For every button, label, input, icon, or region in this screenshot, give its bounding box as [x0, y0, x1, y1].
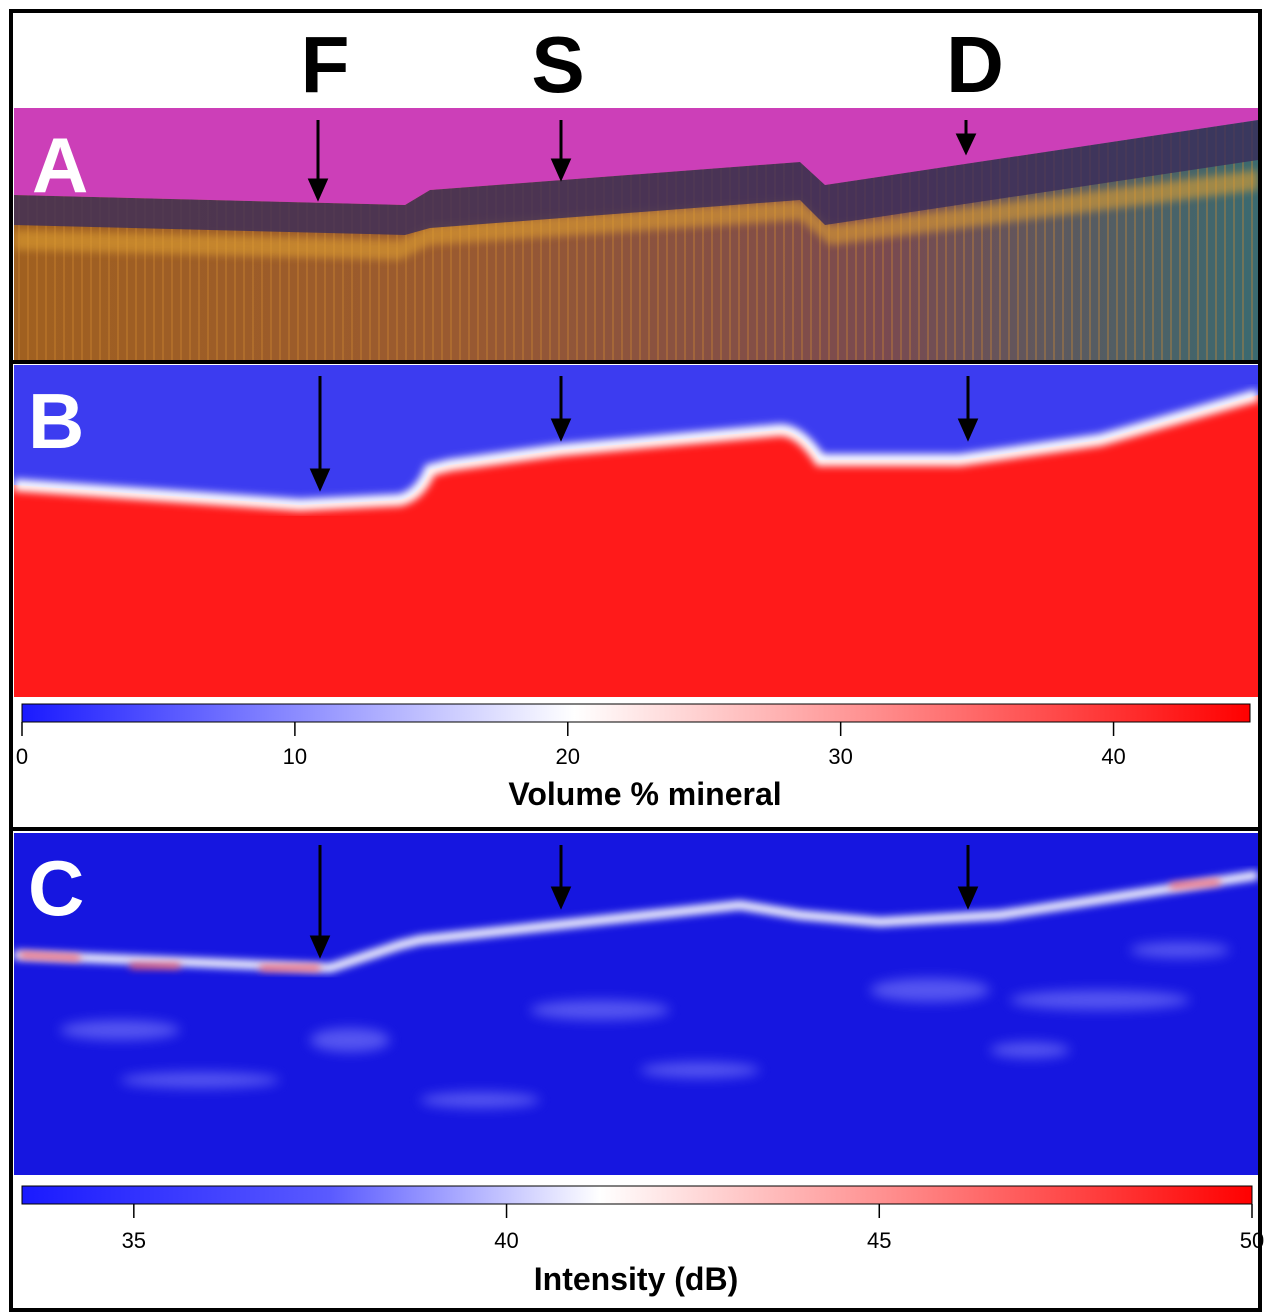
tick-label: 30 [828, 744, 852, 769]
tick-label: 40 [1101, 744, 1125, 769]
panel-a-image [14, 108, 1258, 360]
tick-label: 50 [1240, 1228, 1264, 1253]
column-label: S [531, 20, 584, 109]
colorbar-title: Volume % mineral [508, 776, 781, 812]
panel-label: A [32, 121, 88, 209]
colorbar [21, 703, 1251, 723]
tick-label: 0 [16, 744, 28, 769]
column-label: F [301, 20, 350, 109]
column-label: D [946, 20, 1004, 109]
tick-label: 40 [494, 1228, 518, 1253]
tick-label: 10 [283, 744, 307, 769]
tick-label: 20 [556, 744, 580, 769]
colorbar [21, 1185, 1253, 1205]
panel-c-image [14, 833, 1258, 1175]
panel-label: C [28, 844, 84, 932]
arrows [307, 120, 979, 959]
panel-b-image [14, 365, 1258, 697]
tick-label: 45 [867, 1228, 891, 1253]
colorbar-title: Intensity (dB) [534, 1261, 738, 1297]
tick-label: 35 [122, 1228, 146, 1253]
panel-label: B [28, 377, 84, 465]
